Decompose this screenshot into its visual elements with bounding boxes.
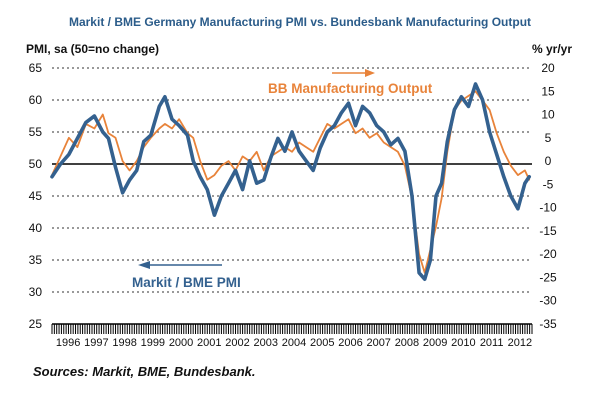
pmi-series-line <box>50 82 532 282</box>
left-axis-ticks: 65 60 55 50 45 40 35 30 25 <box>29 61 43 331</box>
pmi-arrow-head <box>138 261 150 269</box>
right-tick-label: 0 <box>545 154 552 168</box>
right-axis-title: % yr/yr <box>532 42 572 56</box>
left-tick-label: 50 <box>29 157 43 171</box>
right-tick-label: -20 <box>539 247 557 261</box>
x-tick-label: 2008 <box>395 337 419 349</box>
series-layer <box>50 82 532 282</box>
left-tick-label: 60 <box>29 93 43 107</box>
pmi-annotation-label: Markit / BME PMI <box>132 275 241 290</box>
x-axis: 1996 1997 1998 1999 2000 2001 2002 2003 2004 2005… <box>51 323 533 349</box>
x-tick-label: 1996 <box>56 337 80 349</box>
right-tick-label: 10 <box>541 108 555 122</box>
right-tick-label: 20 <box>541 61 555 75</box>
pmi-annotation: Markit / BME PMI <box>132 261 241 290</box>
left-tick-label: 40 <box>29 221 43 235</box>
right-tick-label: -5 <box>543 177 554 191</box>
x-tick-label: 2004 <box>282 337 306 349</box>
x-tick-label: 2009 <box>423 337 447 349</box>
output-annotation: BB Manufacturing Output <box>268 69 433 96</box>
x-tick-label: 1998 <box>112 337 136 349</box>
right-tick-label: 5 <box>545 131 552 145</box>
right-tick-label: -10 <box>539 201 557 215</box>
x-tick-label: 2012 <box>508 337 532 349</box>
left-tick-label: 55 <box>29 125 43 139</box>
x-tick-label: 2001 <box>197 337 221 349</box>
x-tick-label: 2011 <box>480 337 504 349</box>
x-tick-label: 2003 <box>254 337 278 349</box>
right-tick-label: -35 <box>539 317 557 331</box>
x-tick-label: 2006 <box>338 337 362 349</box>
source-note: Sources: Markit, BME, Bundesbank. <box>33 364 256 379</box>
left-tick-label: 65 <box>29 61 43 75</box>
x-axis-month-ticks <box>51 324 533 334</box>
output-series-line <box>51 90 531 274</box>
chart-title: Markit / BME Germany Manufacturing PMI v… <box>69 15 531 29</box>
x-tick-label: 2010 <box>451 337 475 349</box>
left-tick-label: 25 <box>29 317 43 331</box>
x-tick-label: 2005 <box>310 337 334 349</box>
right-tick-label: -30 <box>539 294 557 308</box>
x-tick-label: 1999 <box>141 337 165 349</box>
right-axis-ticks: 20 15 10 5 0 -5 -10 -15 -20 -25 -30 -35 <box>539 61 557 331</box>
output-arrow-head <box>365 69 375 77</box>
right-tick-label: -15 <box>539 224 557 238</box>
output-annotation-label: BB Manufacturing Output <box>268 81 433 96</box>
x-tick-label: 2002 <box>225 337 249 349</box>
right-tick-label: -25 <box>539 270 557 284</box>
x-tick-label: 2000 <box>169 337 193 349</box>
left-tick-label: 30 <box>29 285 43 299</box>
x-tick-label: 2007 <box>366 337 390 349</box>
x-tick-label: 1997 <box>84 337 108 349</box>
left-tick-label: 35 <box>29 253 43 267</box>
right-tick-label: 15 <box>541 84 555 98</box>
left-axis-title: PMI, sa (50=no change) <box>26 42 159 56</box>
left-tick-label: 45 <box>29 189 43 203</box>
